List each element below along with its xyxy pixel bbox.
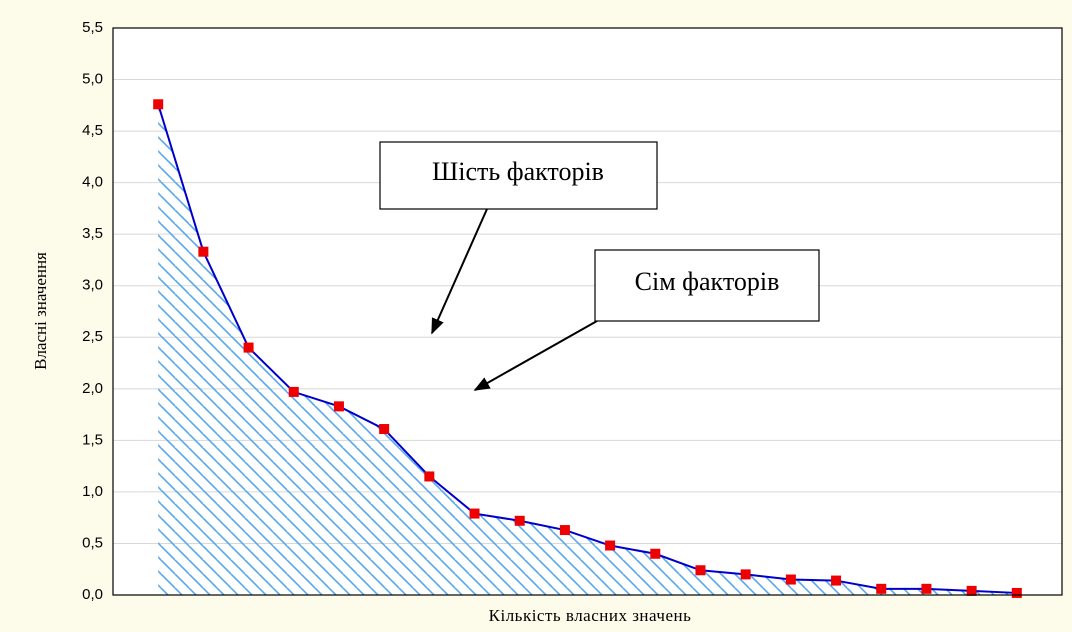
marker bbox=[514, 515, 525, 526]
marker bbox=[740, 569, 751, 580]
y-tick-label: 0,0 bbox=[82, 586, 103, 603]
marker bbox=[153, 99, 164, 110]
marker bbox=[831, 575, 842, 586]
marker bbox=[785, 574, 796, 585]
y-tick-label: 5,5 bbox=[82, 19, 103, 36]
marker bbox=[605, 540, 616, 551]
plot-frame bbox=[112, 27, 1063, 596]
marker bbox=[1011, 587, 1022, 598]
marker bbox=[469, 508, 480, 519]
y-tick-label: 4,0 bbox=[82, 174, 103, 191]
marker bbox=[876, 583, 887, 594]
y-tick-label: 3,5 bbox=[82, 225, 103, 242]
y-tick-label: 0,5 bbox=[82, 534, 103, 551]
annotation-arrow bbox=[431, 208, 488, 335]
marker bbox=[243, 342, 254, 353]
marker bbox=[966, 585, 977, 596]
y-tick-label: 4,5 bbox=[82, 122, 103, 139]
y-tick-label: 1,0 bbox=[82, 483, 103, 500]
line bbox=[157, 103, 1017, 594]
area bbox=[158, 104, 1017, 596]
annotation: Сім факторів bbox=[635, 267, 780, 296]
marker bbox=[288, 386, 299, 397]
annotation-box bbox=[594, 249, 820, 322]
marker bbox=[695, 565, 706, 576]
marker bbox=[559, 525, 570, 536]
marker bbox=[379, 424, 390, 435]
marker bbox=[198, 246, 209, 257]
marker bbox=[333, 401, 344, 412]
y-tick-label: 1,5 bbox=[82, 431, 103, 448]
y-tick-label: 2,5 bbox=[82, 328, 103, 345]
marker bbox=[921, 583, 932, 594]
annotation-box bbox=[379, 141, 658, 210]
y-axis-label: Власні значення bbox=[31, 252, 50, 370]
y-tick-label: 3,0 bbox=[82, 277, 103, 294]
y-tick-label: 2,0 bbox=[82, 380, 103, 397]
y-tick-label: 5,0 bbox=[82, 71, 103, 88]
annotation: Шість факторів bbox=[432, 157, 604, 186]
marker bbox=[424, 471, 435, 482]
annotation-arrow bbox=[473, 320, 598, 391]
x-axis-label: Кількість власних значень bbox=[489, 606, 692, 625]
marker bbox=[650, 548, 661, 559]
